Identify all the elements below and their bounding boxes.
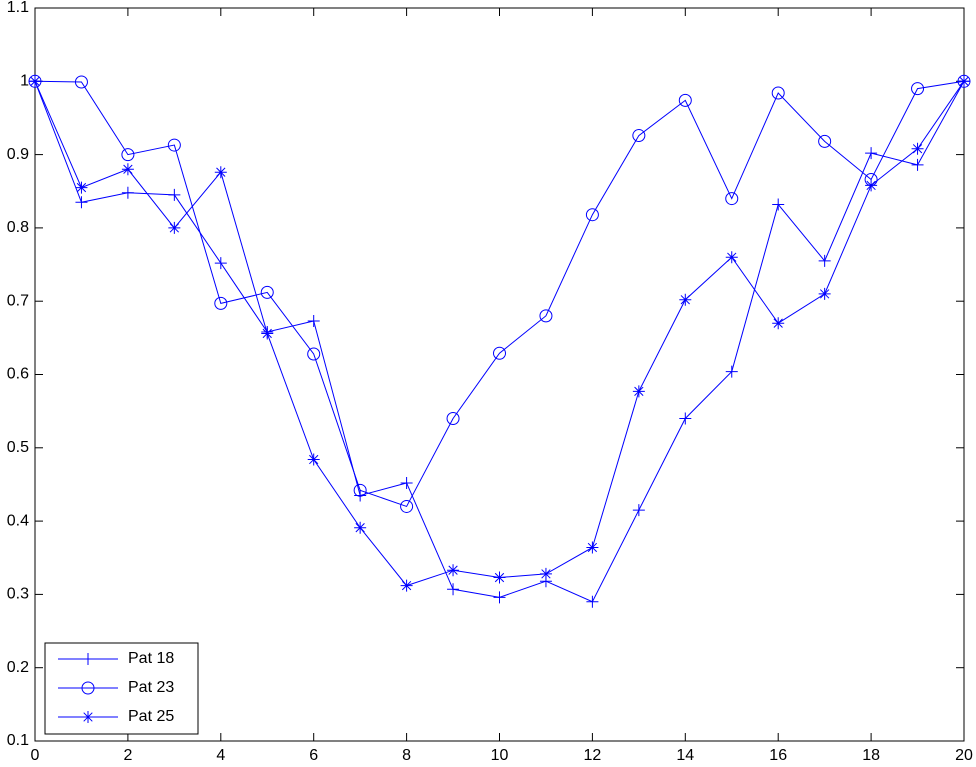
marker — [29, 75, 41, 88]
y-tick-label: 0.8 — [7, 219, 29, 236]
marker — [354, 489, 367, 502]
marker — [493, 346, 506, 360]
y-tick-label: 0.2 — [7, 659, 29, 676]
marker — [725, 192, 739, 206]
x-tick-label: 12 — [584, 747, 602, 764]
marker — [911, 158, 924, 171]
y-tick-label: 0.1 — [7, 732, 29, 749]
marker — [74, 75, 88, 89]
marker — [958, 75, 970, 88]
x-tick-label: 20 — [955, 747, 973, 764]
marker — [911, 142, 924, 155]
y-tick-label: 0.6 — [7, 366, 29, 383]
marker — [261, 327, 274, 340]
marker — [493, 591, 506, 604]
marker — [75, 196, 88, 209]
marker — [679, 293, 692, 306]
x-tick-label: 10 — [491, 747, 509, 764]
x-tick-label: 6 — [309, 747, 318, 764]
marker — [586, 595, 599, 608]
marker — [725, 365, 738, 378]
marker — [679, 412, 692, 425]
marker — [447, 583, 460, 596]
x-tick-label: 16 — [769, 747, 787, 764]
marker — [632, 129, 646, 143]
marker — [447, 564, 460, 577]
y-tick-label: 0.5 — [7, 439, 29, 456]
marker — [121, 148, 135, 162]
marker — [632, 504, 645, 517]
marker — [260, 285, 274, 299]
marker — [678, 93, 692, 107]
marker — [307, 314, 320, 327]
legend-label: Pat 25 — [128, 708, 174, 725]
marker — [865, 179, 878, 192]
legend-label: Pat 18 — [128, 650, 174, 667]
x-tick-label: 18 — [862, 747, 880, 764]
marker — [400, 476, 413, 489]
series-line — [34, 80, 965, 508]
marker — [354, 521, 367, 534]
marker — [539, 309, 553, 323]
y-tick-label: 0.3 — [7, 586, 29, 603]
marker — [307, 347, 321, 361]
marker — [865, 147, 878, 160]
y-tick-label: 0.7 — [7, 292, 29, 309]
marker — [725, 251, 738, 264]
y-tick-label: 1.1 — [7, 0, 29, 16]
marker — [307, 453, 320, 466]
marker — [772, 317, 785, 330]
marker — [214, 166, 227, 179]
plot-area — [34, 7, 965, 742]
marker — [771, 86, 785, 100]
marker — [586, 541, 599, 554]
marker — [82, 711, 94, 723]
marker — [632, 385, 645, 398]
marker — [818, 134, 832, 148]
legend-label: Pat 23 — [128, 679, 174, 696]
x-tick-label: 4 — [216, 747, 225, 764]
marker — [214, 296, 228, 310]
marker — [121, 186, 134, 199]
marker — [82, 653, 94, 665]
x-tick-label: 2 — [123, 747, 132, 764]
marker — [400, 499, 414, 513]
marker — [81, 681, 95, 695]
marker — [446, 411, 460, 425]
y-tick-label: 0.9 — [7, 146, 29, 163]
marker — [168, 221, 181, 234]
marker — [75, 181, 88, 194]
marker — [167, 138, 181, 152]
marker — [585, 208, 599, 222]
y-tick-label: 0.4 — [7, 512, 29, 529]
marker — [772, 198, 785, 211]
marker — [539, 567, 552, 580]
x-tick-label: 8 — [402, 747, 411, 764]
marker — [818, 254, 831, 267]
marker — [214, 257, 227, 270]
x-tick-label: 0 — [31, 747, 40, 764]
marker — [493, 571, 506, 584]
marker — [121, 163, 134, 176]
marker — [168, 188, 181, 201]
marker — [911, 82, 925, 96]
x-tick-label: 14 — [676, 747, 694, 764]
y-tick-label: 1 — [20, 73, 29, 90]
marker — [353, 483, 367, 497]
marker — [818, 287, 831, 300]
marker — [400, 579, 413, 592]
